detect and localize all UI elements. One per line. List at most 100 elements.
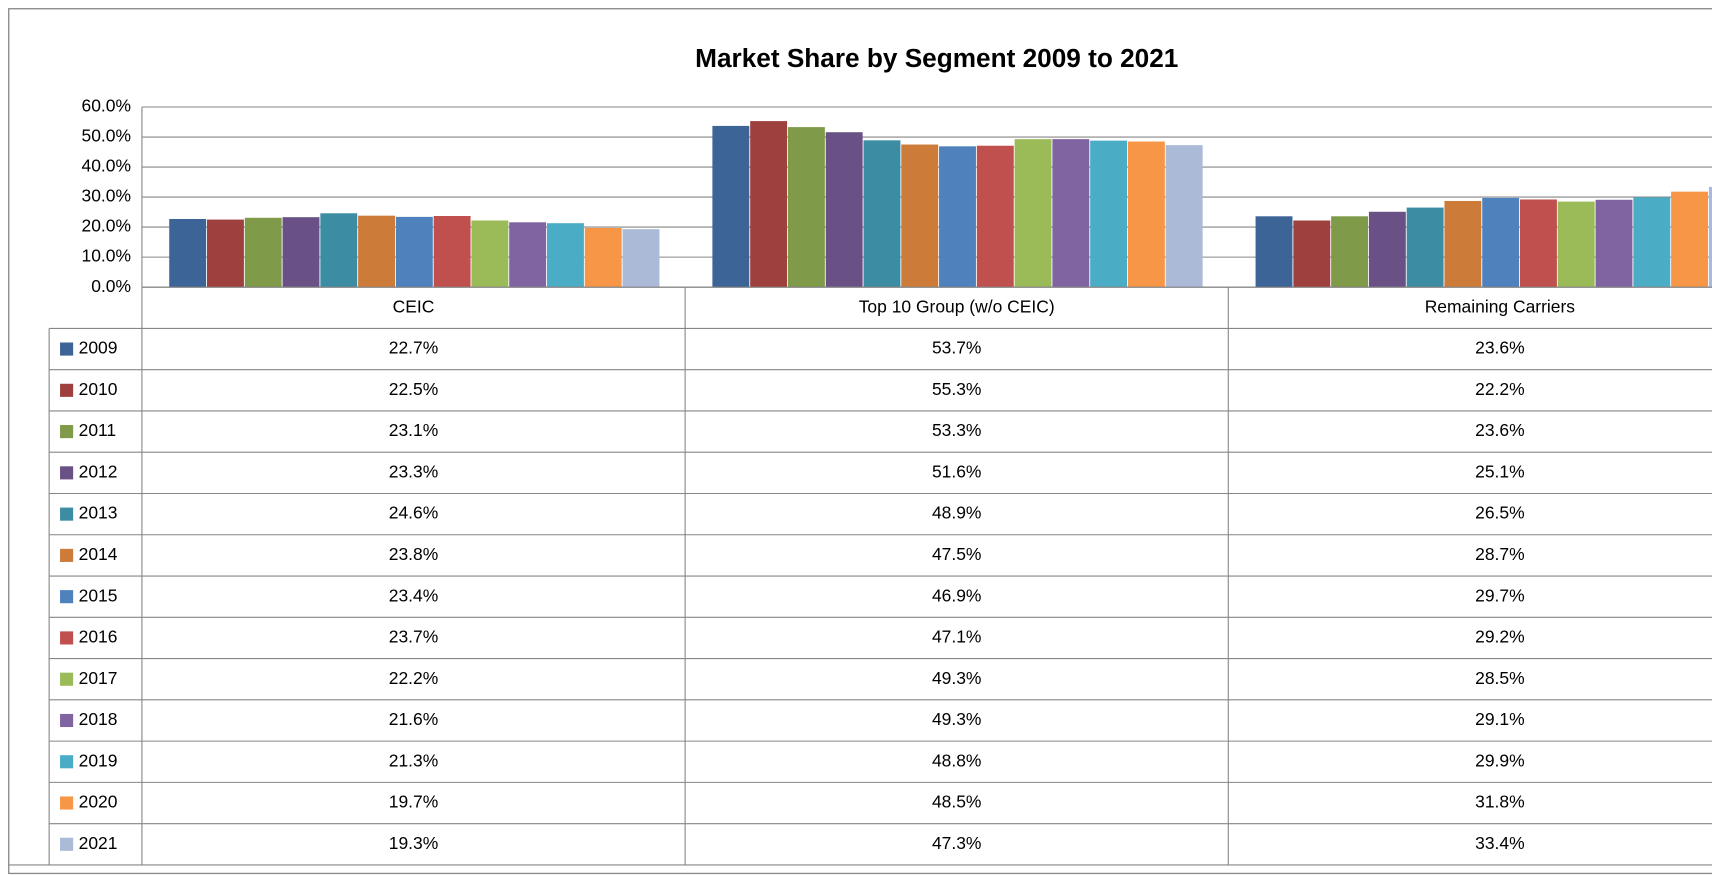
table-value: 19.3% <box>389 833 439 853</box>
table-value: 49.3% <box>932 668 982 688</box>
bar <box>750 121 788 288</box>
legend-key <box>60 383 74 397</box>
table-value: 22.7% <box>389 338 439 358</box>
legend-label: 2016 <box>79 627 118 647</box>
table-value: 31.8% <box>1475 792 1525 812</box>
legend-label: 2020 <box>79 792 118 812</box>
y-tick-label: 50.0% <box>82 126 132 146</box>
bar <box>320 213 358 288</box>
x-tick-label: Remaining Carriers <box>1425 296 1576 316</box>
y-tick-label: 20.0% <box>82 216 132 236</box>
table-value: 47.3% <box>932 833 982 853</box>
bar <box>825 132 863 288</box>
bar <box>1557 201 1595 288</box>
table-value: 23.6% <box>1475 420 1525 440</box>
bar <box>1406 207 1444 288</box>
legend-key <box>60 425 74 439</box>
bar <box>584 227 622 288</box>
table-value: 49.3% <box>932 709 982 729</box>
y-tick-label: 40.0% <box>82 156 132 176</box>
table-value: 21.6% <box>389 709 439 729</box>
table-value: 23.8% <box>389 544 439 564</box>
bar <box>1671 191 1709 288</box>
table-value: 24.6% <box>389 503 439 523</box>
table-value: 47.1% <box>932 627 982 647</box>
legend-label: 2015 <box>79 585 118 605</box>
table-value: 22.2% <box>389 668 439 688</box>
bar <box>1014 139 1052 288</box>
bar <box>901 144 939 288</box>
bar <box>1368 211 1406 288</box>
legend-key <box>60 755 74 769</box>
table-value: 28.5% <box>1475 668 1525 688</box>
table-value: 29.7% <box>1475 585 1525 605</box>
bar <box>358 215 396 288</box>
table-value: 33.4% <box>1475 833 1525 853</box>
bar <box>546 223 584 288</box>
bar <box>471 220 509 288</box>
legend-key <box>60 590 74 604</box>
legend-label: 2009 <box>79 338 118 358</box>
bar <box>395 216 433 288</box>
y-tick-label: 10.0% <box>82 246 132 266</box>
bar <box>939 146 976 288</box>
bar <box>282 217 320 288</box>
legend-label: 2014 <box>79 544 118 564</box>
legend-key <box>60 837 74 851</box>
table-value: 28.7% <box>1475 544 1525 564</box>
legend-key <box>60 466 74 480</box>
table-value: 48.8% <box>932 750 982 770</box>
table-value: 53.3% <box>932 420 982 440</box>
table-value: 23.1% <box>389 420 439 440</box>
y-tick-label: 30.0% <box>82 186 132 206</box>
bar <box>1482 197 1520 288</box>
x-tick-label: CEIC <box>393 296 435 316</box>
table-value: 21.3% <box>389 750 439 770</box>
bar <box>1444 200 1482 288</box>
bar <box>1633 197 1671 288</box>
bar <box>976 145 1014 288</box>
bar <box>622 229 660 288</box>
legend-label: 2010 <box>79 379 118 399</box>
legend-label: 2017 <box>79 668 118 688</box>
table-value: 26.5% <box>1475 503 1525 523</box>
chart-title: Market Share by Segment 2009 to 2021 <box>695 43 1178 73</box>
table-value: 25.1% <box>1475 461 1525 481</box>
table-value: 22.5% <box>389 379 439 399</box>
table-value: 29.1% <box>1475 709 1525 729</box>
bar <box>1165 145 1203 288</box>
table-value: 46.9% <box>932 585 982 605</box>
chart-area: Market Share by Segment 2009 to 2021 0.0… <box>8 8 1712 875</box>
bar <box>169 218 207 288</box>
table-value: 47.5% <box>932 544 982 564</box>
bar <box>433 215 471 288</box>
table-value: 19.7% <box>389 792 439 812</box>
legend-key <box>60 631 74 645</box>
legend-label: 2013 <box>79 503 118 523</box>
bar <box>1052 139 1090 288</box>
bar <box>863 140 901 288</box>
bar <box>1293 220 1331 288</box>
legend-key <box>60 342 74 356</box>
legend-label: 2011 <box>79 420 117 440</box>
bar <box>244 217 282 288</box>
bar <box>1331 216 1369 288</box>
legend-key <box>60 548 74 562</box>
legend-label: 2018 <box>79 709 118 729</box>
y-tick-label: 0.0% <box>91 276 131 296</box>
table-value: 23.6% <box>1475 338 1525 358</box>
table-value: 22.2% <box>1475 379 1525 399</box>
table-value: 23.4% <box>389 585 439 605</box>
legend-label: 2012 <box>79 461 118 481</box>
bar <box>787 127 825 288</box>
legend-key <box>60 796 74 810</box>
table-value: 23.3% <box>389 461 439 481</box>
bar <box>1090 140 1128 288</box>
bar <box>207 219 244 288</box>
legend-key <box>60 713 74 728</box>
x-tick-label: Top 10 Group (w/o CEIC) <box>859 296 1055 316</box>
bar <box>1127 141 1165 288</box>
legend-label: 2021 <box>79 833 118 853</box>
bar <box>1595 199 1633 288</box>
